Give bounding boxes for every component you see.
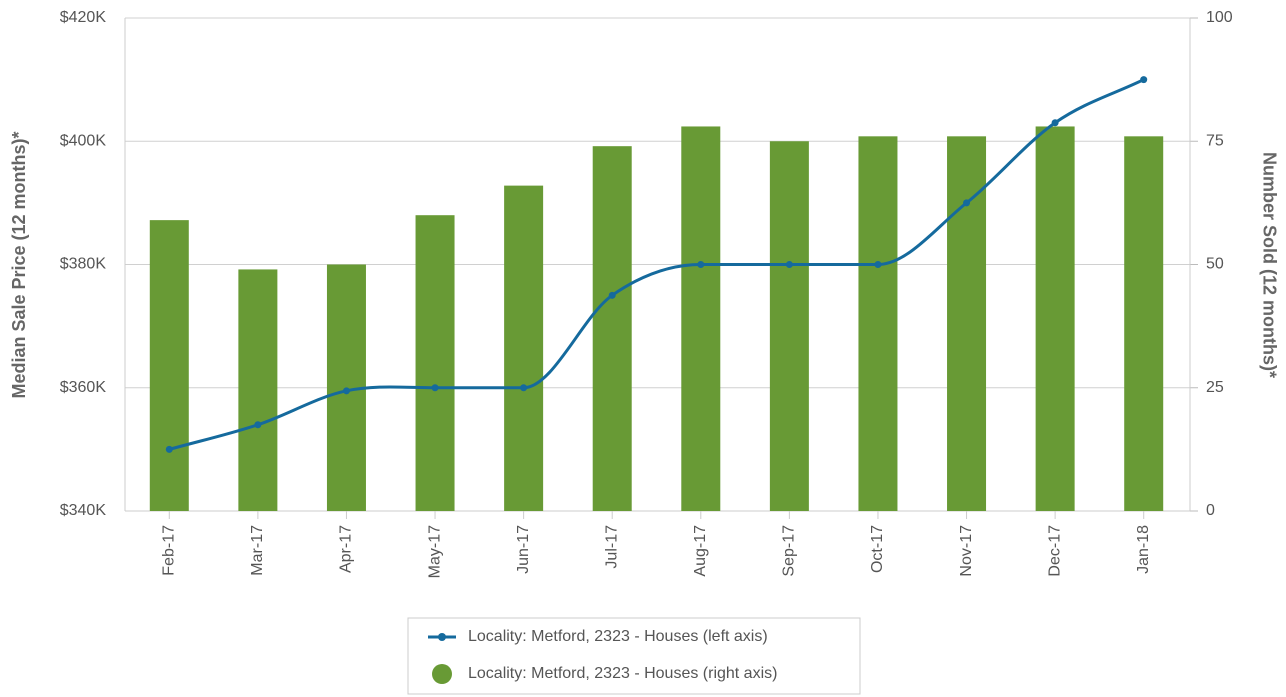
y2-tick-label: 75: [1206, 132, 1224, 149]
y2-tick-label: 50: [1206, 256, 1224, 273]
x-tick-label: Jan-18: [1135, 525, 1152, 574]
bar: [592, 146, 632, 511]
x-tick-label: Jun-17: [515, 525, 532, 574]
line-point: [165, 445, 173, 453]
line-point: [342, 387, 350, 395]
line-point: [1051, 119, 1059, 127]
line-point: [1140, 76, 1148, 84]
bar: [947, 136, 987, 511]
x-tick-label: Oct-17: [869, 525, 886, 573]
legend-label: Locality: Metford, 2323 - Houses (left a…: [468, 628, 768, 645]
x-tick-label: Sep-17: [781, 525, 798, 577]
y-tick-label: $400K: [60, 132, 107, 149]
x-tick-label: Dec-17: [1046, 525, 1063, 577]
bar: [415, 215, 455, 511]
y2-tick-label: 25: [1206, 379, 1224, 396]
y-axis-title: Median Sale Price (12 months)*: [9, 131, 29, 398]
y-tick-label: $420K: [60, 9, 107, 26]
line-point: [608, 291, 616, 299]
bar: [1035, 126, 1075, 512]
bar: [769, 141, 809, 511]
line-point: [431, 384, 439, 392]
y2-tick-label: 100: [1206, 9, 1233, 26]
bar: [238, 269, 278, 511]
line-point: [785, 261, 793, 268]
y2-tick-label: 0: [1206, 502, 1215, 519]
line-point: [963, 199, 971, 207]
x-tick-label: Nov-17: [958, 525, 975, 577]
y-tick-label: $360K: [60, 379, 107, 396]
x-tick-label: Aug-17: [692, 525, 709, 577]
y-tick-label: $340K: [60, 502, 107, 519]
line-point: [520, 384, 528, 392]
x-tick-label: May-17: [426, 525, 443, 578]
bar: [149, 220, 189, 511]
legend-label: Locality: Metford, 2323 - Houses (right …: [468, 665, 777, 682]
bar: [858, 136, 898, 511]
line-point: [254, 421, 262, 429]
legend-marker: [432, 664, 452, 684]
x-tick-label: Apr-17: [338, 525, 355, 573]
y-tick-label: $380K: [60, 256, 107, 273]
legend-marker: [438, 633, 446, 641]
legend-box: [407, 617, 861, 695]
line-point: [697, 261, 705, 268]
bar: [1124, 136, 1164, 511]
bar: [681, 126, 721, 512]
bar: [504, 185, 544, 511]
x-tick-label: Jul-17: [603, 525, 620, 569]
x-tick-label: Mar-17: [249, 525, 266, 576]
y2-axis-title: Number Sold (12 months)*: [1259, 152, 1279, 378]
x-tick-label: Feb-17: [161, 525, 178, 576]
line-point: [874, 261, 882, 268]
